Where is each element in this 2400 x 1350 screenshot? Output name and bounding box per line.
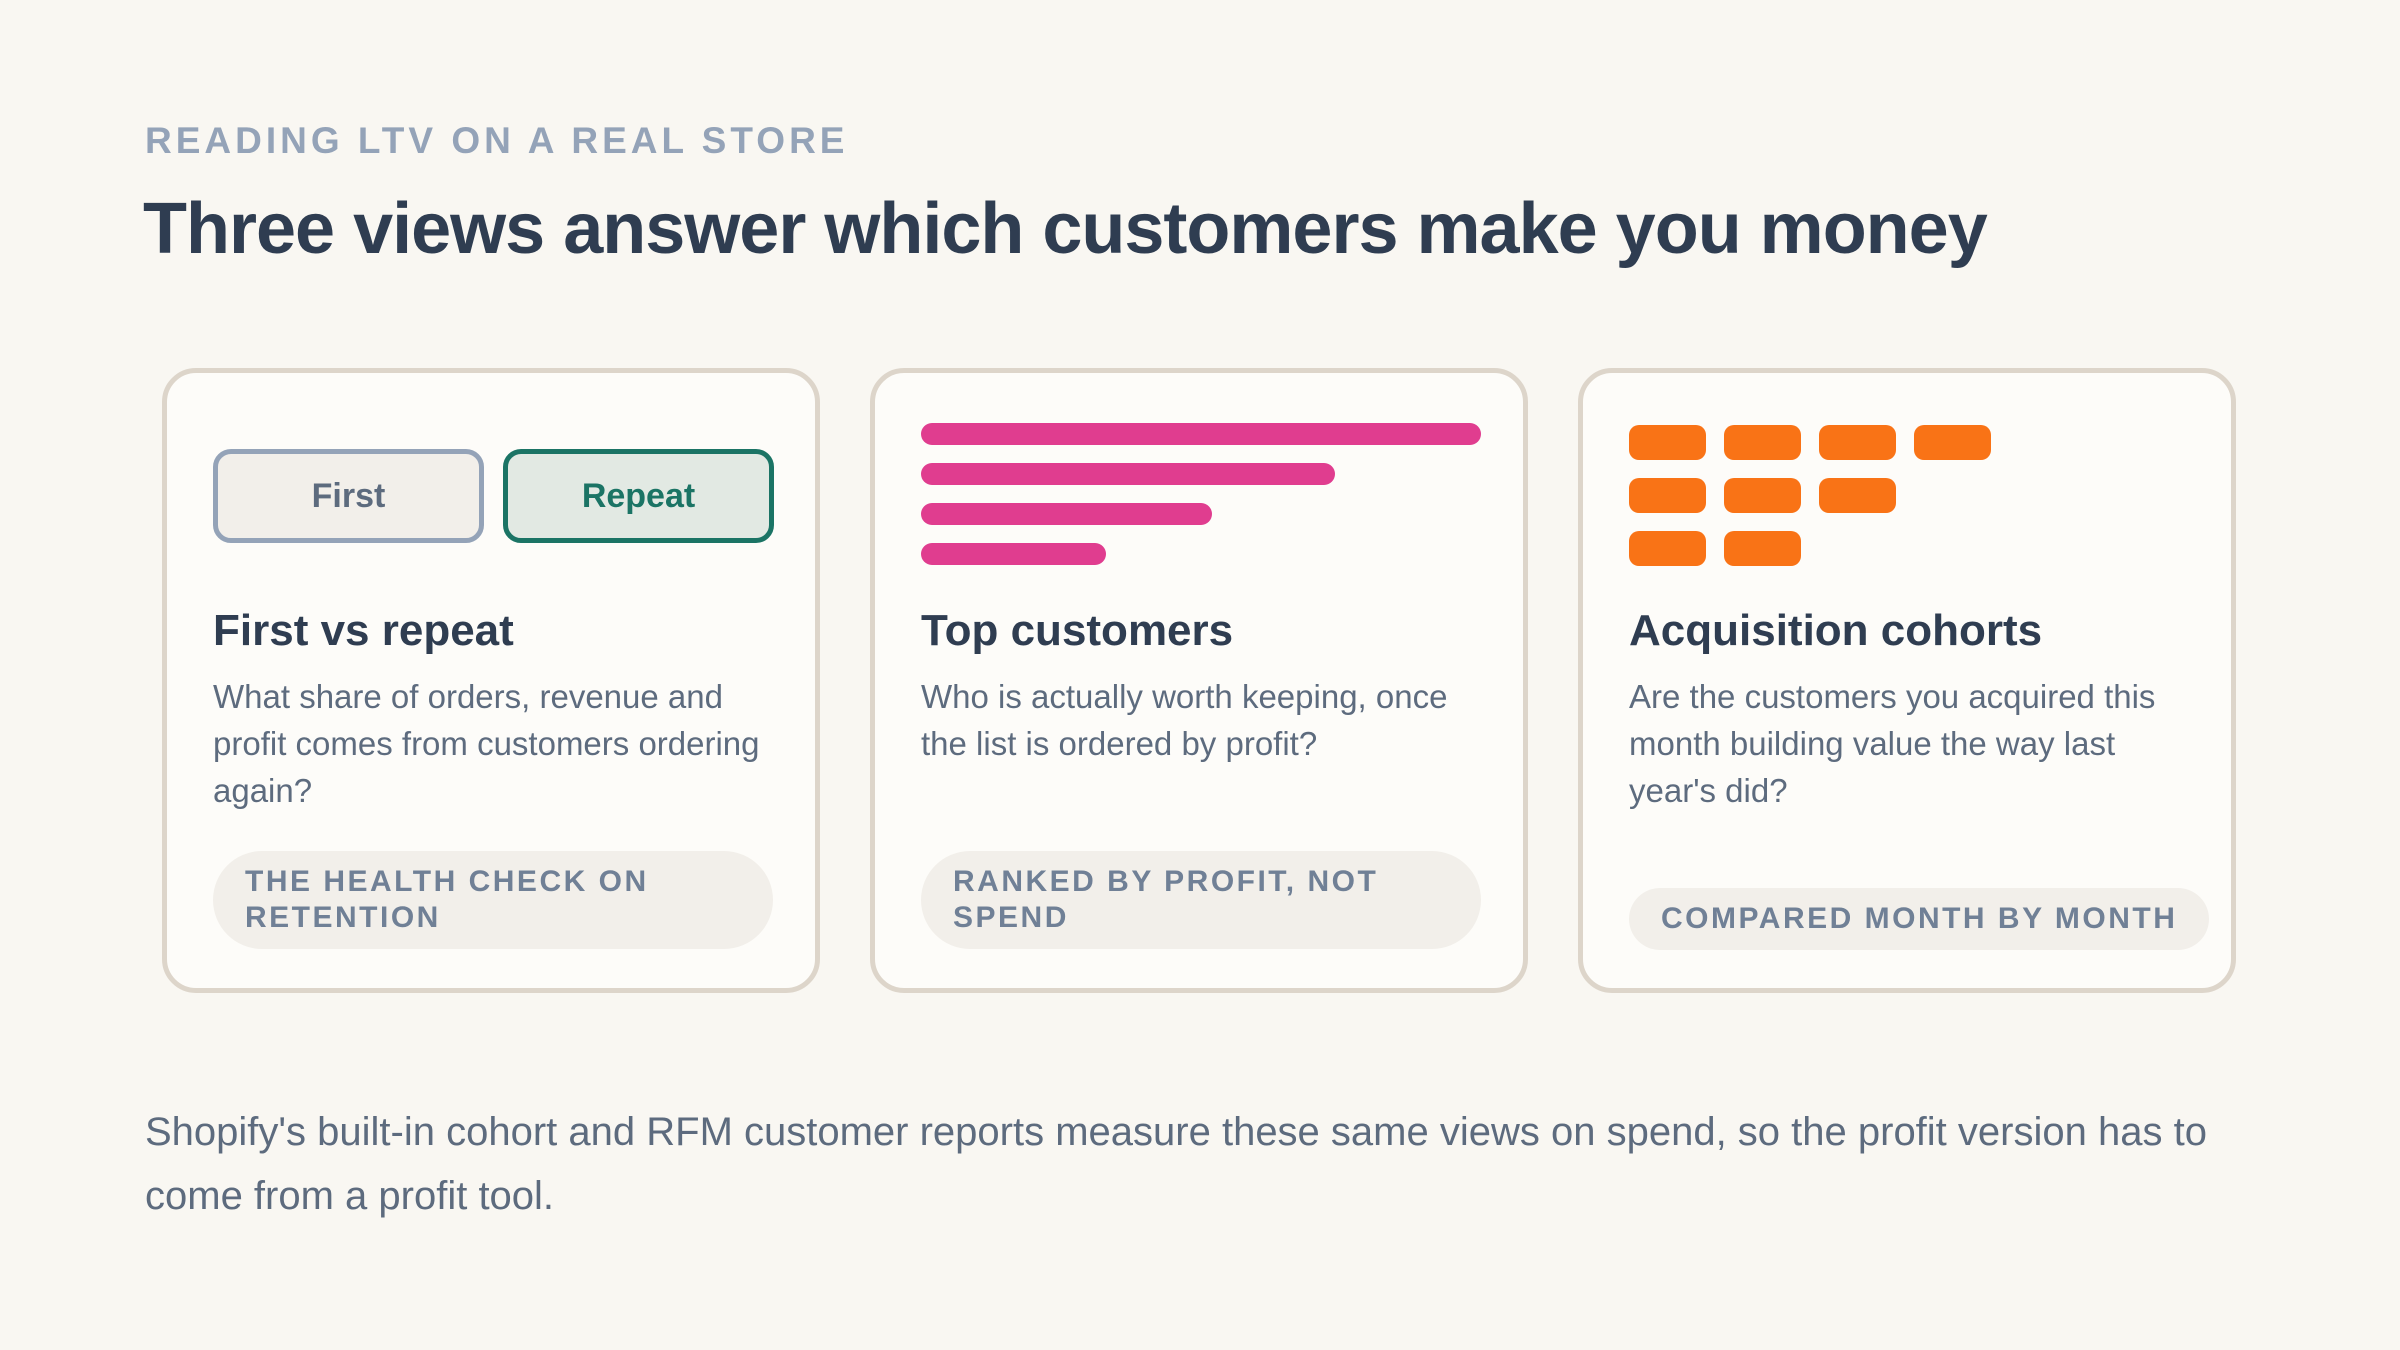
card-tag: THE HEALTH CHECK ON RETENTION (213, 851, 773, 949)
cohort-tile (1819, 478, 1896, 513)
repeat-toggle-button[interactable]: Repeat (503, 449, 774, 543)
cohort-row (1629, 478, 2009, 513)
card-tag: COMPARED MONTH BY MONTH (1629, 888, 2210, 950)
rank-bar (921, 463, 1335, 485)
first-toggle-button[interactable]: First (213, 449, 484, 543)
card-title: Top customers (921, 606, 1234, 655)
rank-bar (921, 503, 1212, 525)
cohort-tile (1629, 531, 1706, 566)
footer-note: Shopify's built-in cohort and RFM custom… (145, 1110, 2207, 1218)
cohort-tile (1724, 531, 1801, 566)
card-title: Acquisition cohorts (1629, 606, 2043, 655)
rank-bar (921, 543, 1106, 565)
cohort-tile (1629, 425, 1706, 460)
cohort-tile (1724, 478, 1801, 513)
eyebrow: READING LTV ON A REAL STORE (145, 120, 849, 161)
cohort-tile (1629, 478, 1706, 513)
page-title: Three views answer which customers make … (143, 189, 1988, 269)
ranked-bars-illustration (921, 423, 1481, 583)
card-description: Are the customers you acquired this mont… (1629, 678, 2156, 809)
cohort-row (1629, 531, 2009, 566)
card-top-customers: Top customers Who is actually worth keep… (870, 368, 1528, 993)
cohort-grid-illustration (1629, 425, 2009, 584)
card-tag: RANKED BY PROFIT, NOT SPEND (921, 851, 1481, 949)
cohort-tile (1914, 425, 1991, 460)
card-title: First vs repeat (213, 606, 514, 655)
rank-bar (921, 423, 1481, 445)
card-description: What share of orders, revenue and profit… (213, 678, 760, 809)
cohort-tile (1819, 425, 1896, 460)
card-first-vs-repeat: First Repeat First vs repeat What share … (162, 368, 820, 993)
cohort-tile (1724, 425, 1801, 460)
cohort-row (1629, 425, 2009, 460)
card-description: Who is actually worth keeping, once the … (921, 678, 1448, 762)
card-acquisition-cohorts: Acquisition cohorts Are the customers yo… (1578, 368, 2236, 993)
